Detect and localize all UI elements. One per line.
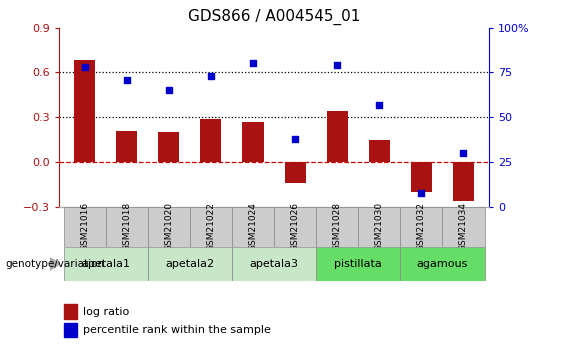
Text: apetala2: apetala2	[166, 259, 214, 269]
Text: GSM21034: GSM21034	[459, 202, 468, 252]
Bar	[242, 122, 263, 162]
Point	[375, 102, 384, 108]
Bar	[64, 323, 76, 337]
Text: GSM21032: GSM21032	[417, 202, 426, 252]
Title: GDS866 / A004545_01: GDS866 / A004545_01	[188, 9, 360, 25]
Point	[333, 62, 342, 68]
Bar	[358, 207, 401, 247]
Bar	[74, 60, 95, 162]
Bar	[64, 304, 76, 319]
Bar	[63, 207, 106, 247]
Point	[122, 77, 131, 82]
Bar	[274, 207, 316, 247]
Text: apetala3: apetala3	[250, 259, 298, 269]
Bar	[401, 247, 485, 281]
Point	[80, 64, 89, 70]
Bar	[201, 119, 221, 162]
Point	[249, 61, 258, 66]
Text: GSM21018: GSM21018	[122, 202, 131, 252]
Text: GSM21020: GSM21020	[164, 202, 173, 252]
Bar	[106, 207, 147, 247]
Text: GSM21024: GSM21024	[249, 203, 258, 251]
Bar	[232, 247, 316, 281]
Bar	[116, 131, 137, 162]
Text: percentile rank within the sample: percentile rank within the sample	[83, 325, 271, 335]
Bar	[63, 247, 147, 281]
Text: agamous: agamous	[417, 259, 468, 269]
Bar	[285, 162, 306, 183]
Point	[417, 190, 426, 195]
Point	[164, 88, 173, 93]
Text: pistillata: pistillata	[334, 259, 382, 269]
Bar	[147, 247, 232, 281]
Text: apetala1: apetala1	[81, 259, 130, 269]
Text: GSM21028: GSM21028	[333, 202, 342, 252]
Bar	[442, 207, 485, 247]
Bar	[327, 111, 347, 162]
Bar	[453, 162, 474, 201]
Text: GSM21022: GSM21022	[206, 203, 215, 251]
Point	[206, 73, 215, 79]
Point	[290, 136, 299, 141]
Text: GSM21026: GSM21026	[290, 202, 299, 252]
Bar	[190, 207, 232, 247]
Text: genotype/variation: genotype/variation	[6, 259, 105, 269]
Bar	[158, 132, 179, 162]
Bar	[316, 247, 401, 281]
Bar	[316, 207, 358, 247]
Bar	[147, 207, 190, 247]
Bar	[411, 162, 432, 192]
Text: GSM21030: GSM21030	[375, 202, 384, 252]
Point	[459, 150, 468, 156]
Bar	[369, 140, 390, 162]
Polygon shape	[50, 258, 60, 270]
Text: log ratio: log ratio	[83, 307, 129, 317]
Text: GSM21016: GSM21016	[80, 202, 89, 252]
Bar	[401, 207, 442, 247]
Bar	[232, 207, 274, 247]
